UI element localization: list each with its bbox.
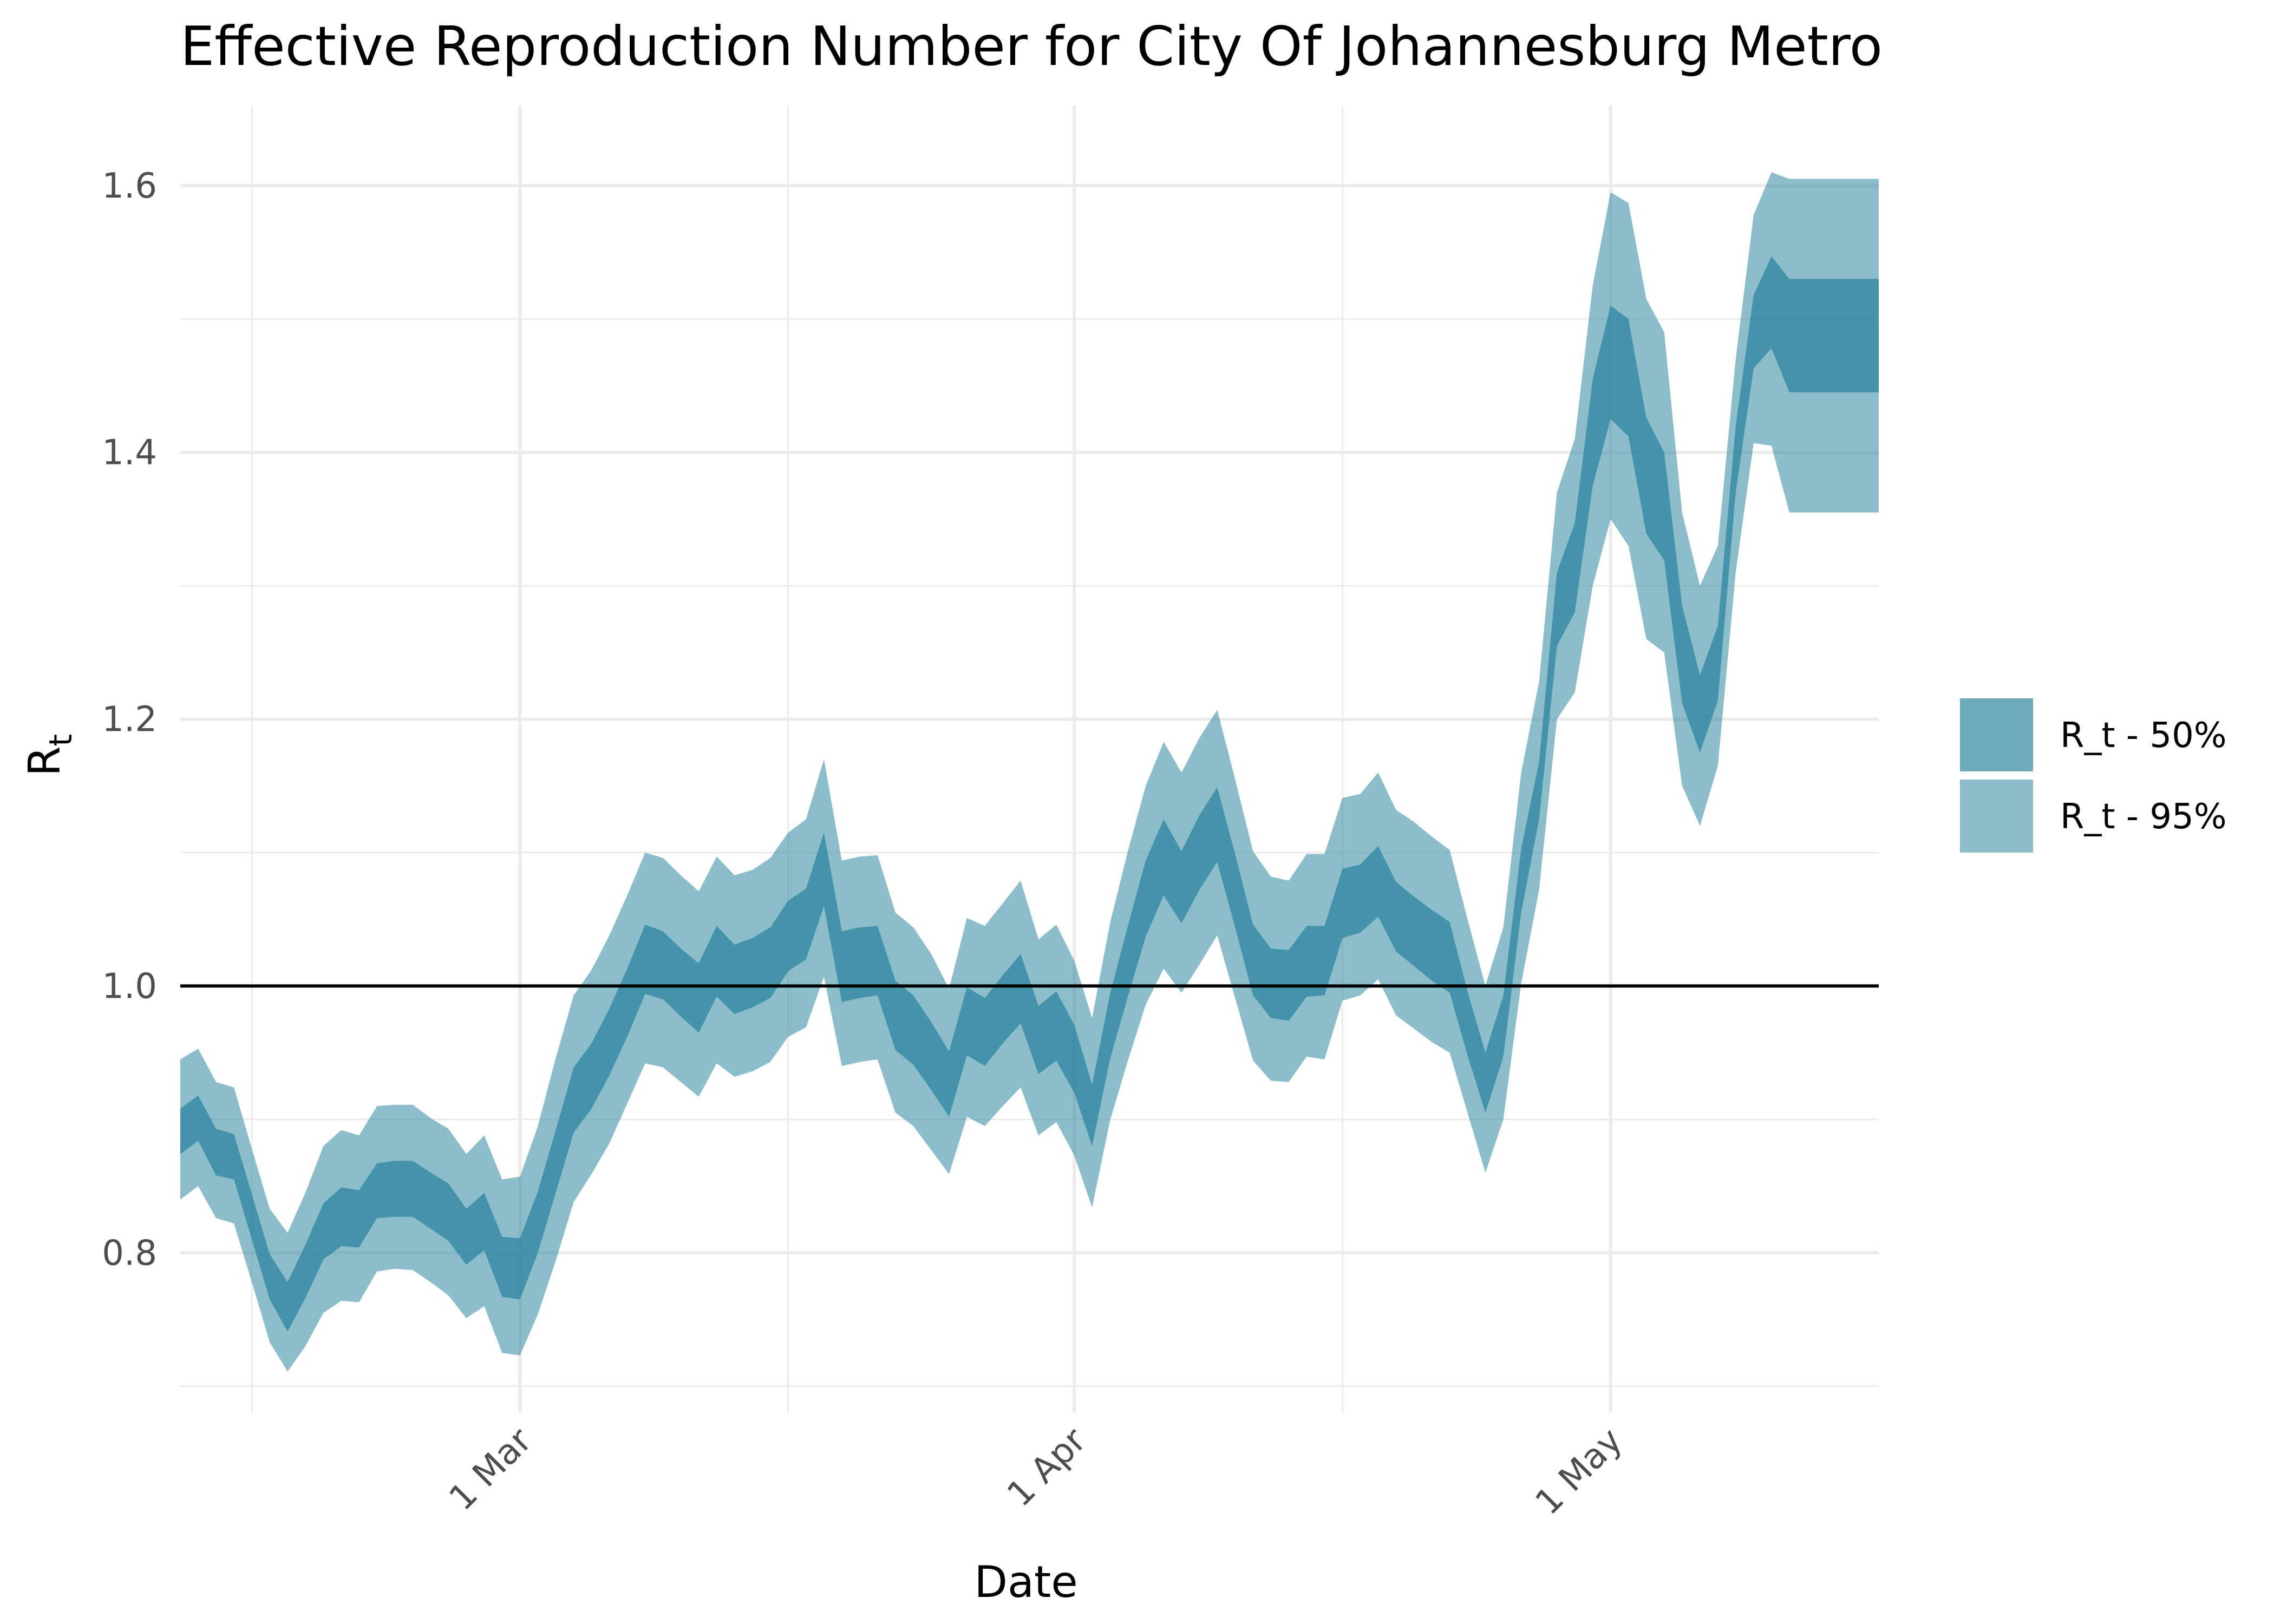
y-axis-ticks: 0.8 1.0 1.2 1.4 1.6 [102,166,157,1273]
chart-title: Effective Reproduction Number for City O… [180,15,1883,78]
y-tick-label: 1.6 [102,166,157,206]
y-tick-label: 1.0 [102,966,157,1006]
x-axis-title: Date [974,1557,1077,1607]
bands [180,172,1879,1372]
y-tick-label: 0.8 [102,1233,157,1273]
legend-swatch-95 [1960,780,2033,853]
y-axis-title-subscript: t [42,734,79,746]
legend: R_t - 50% R_t - 95% [1960,698,2227,853]
band-50-percent [180,256,1879,1332]
y-tick-label: 1.2 [102,700,157,740]
y-tick-label: 1.4 [102,433,157,473]
legend-label-50: R_t - 50% [2060,716,2227,756]
legend-label-95: R_t - 95% [2060,797,2227,837]
y-axis-title-main: R [19,746,70,777]
legend-swatch-50 [1960,698,2033,771]
y-axis-title: Rt [19,734,79,776]
